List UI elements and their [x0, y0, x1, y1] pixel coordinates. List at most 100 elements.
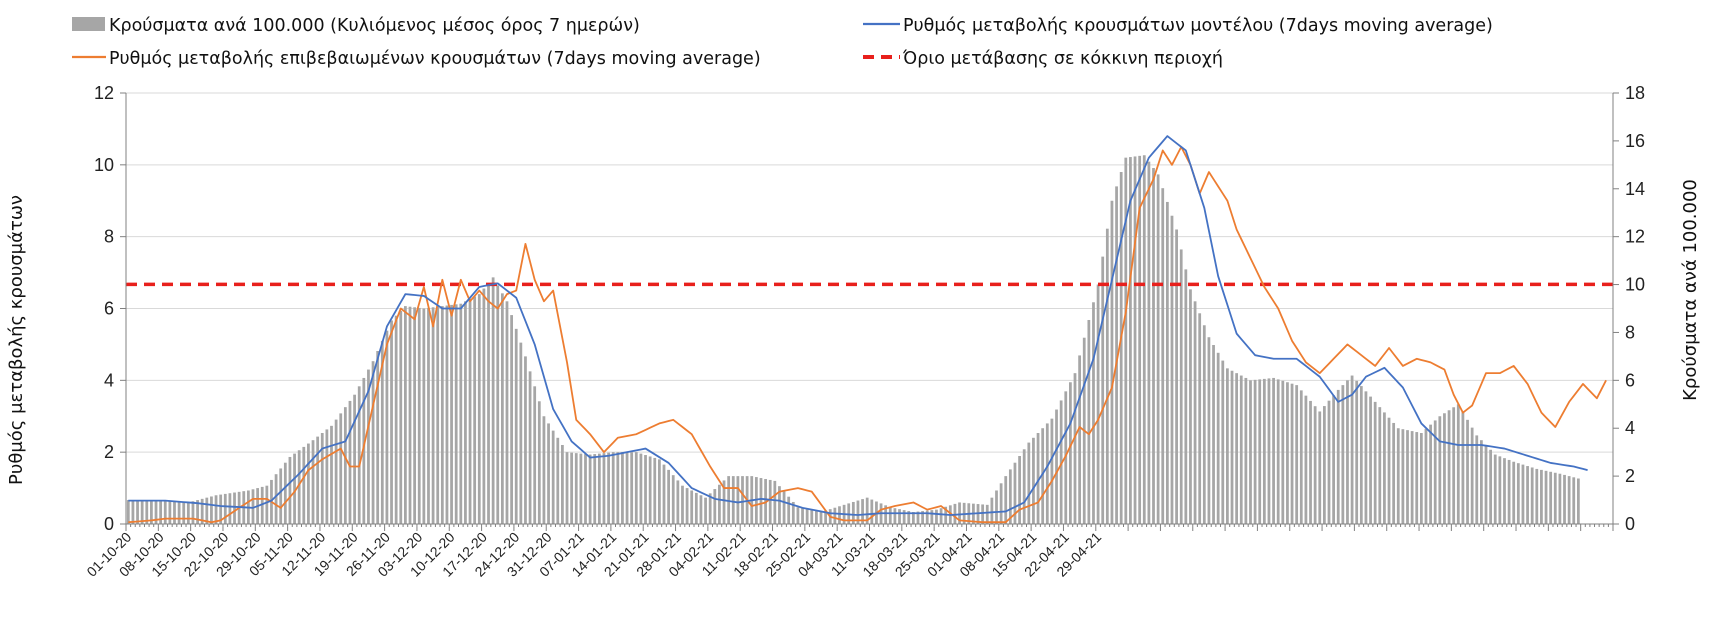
bar [718, 484, 721, 524]
bar [1355, 380, 1359, 524]
bar [1466, 419, 1469, 524]
bar [999, 483, 1003, 524]
bar [1235, 373, 1239, 524]
bar [1152, 168, 1155, 524]
bar [1553, 472, 1557, 524]
bar [1373, 401, 1377, 524]
bar [1304, 395, 1308, 524]
bar [1549, 471, 1553, 524]
bar [690, 490, 694, 524]
bar [1470, 427, 1474, 524]
bar [440, 306, 444, 524]
legend-label-threshold: Όριο μετάβασης σε κόκκινη περιοχή [902, 49, 1223, 69]
legend: Κρούσματα ανά 100.000 (Κυλιόμενος μέσος … [72, 16, 1493, 69]
bar [1045, 423, 1049, 524]
bar [325, 429, 329, 524]
bar [1309, 400, 1312, 524]
bar [1272, 377, 1275, 524]
bar [496, 285, 500, 524]
bar [1359, 386, 1363, 524]
bar [482, 288, 486, 524]
bar [1415, 432, 1419, 524]
bar [505, 301, 509, 524]
bar [1022, 449, 1026, 524]
bar [205, 497, 209, 524]
bar [1410, 431, 1414, 524]
bar [1230, 370, 1234, 524]
right-tick-label: 12 [1625, 227, 1645, 247]
bar [464, 301, 467, 524]
right-tick-label: 4 [1625, 418, 1635, 438]
left-tick-label: 6 [104, 299, 114, 319]
bar [219, 494, 223, 524]
bar [468, 298, 472, 524]
bar [1087, 319, 1091, 524]
bar [233, 492, 236, 524]
bar [334, 419, 338, 524]
bar [1313, 406, 1317, 524]
bar [1249, 380, 1252, 524]
bar [824, 510, 828, 524]
bar [597, 453, 601, 524]
bar [145, 500, 149, 524]
right-axis-ticks: 0 2 4 6 8 10 12 14 16 18 [1613, 83, 1645, 534]
bar [348, 400, 352, 524]
bar [708, 493, 712, 524]
bar [542, 416, 546, 524]
bar [1461, 412, 1465, 524]
bar [362, 377, 366, 524]
line-series [128, 135, 1607, 524]
bar [768, 479, 772, 524]
bar [1207, 337, 1211, 524]
bar [1503, 458, 1506, 524]
bar [357, 386, 361, 524]
bar [404, 306, 407, 524]
bar [1124, 157, 1128, 524]
bar [487, 282, 490, 524]
bar [1392, 422, 1396, 524]
bar [681, 485, 684, 524]
bar [223, 493, 227, 524]
bar [1119, 172, 1123, 524]
bar [1165, 201, 1169, 525]
bar [182, 502, 186, 524]
bar [390, 320, 393, 524]
bar [1133, 156, 1137, 525]
bar [1253, 379, 1257, 524]
bar [168, 501, 172, 524]
bar [1364, 391, 1368, 524]
legend-label-confirmed: Ρυθμός μεταβολής επιβεβαιωμένων κρουσμάτ… [109, 49, 761, 69]
bar [1318, 411, 1322, 524]
bar [902, 510, 906, 524]
bar [1175, 229, 1178, 524]
bar [1327, 400, 1331, 524]
bar [1032, 437, 1035, 524]
bar [1378, 407, 1382, 524]
bar [343, 407, 347, 524]
bar [1041, 428, 1045, 524]
bar [556, 437, 560, 524]
model-line [128, 135, 1588, 516]
bar [1078, 355, 1082, 524]
bar [1480, 440, 1483, 524]
bar [551, 430, 555, 524]
bar [1475, 435, 1479, 524]
bar [1544, 470, 1548, 524]
bar [630, 452, 634, 524]
bar [865, 497, 869, 524]
bar [177, 501, 181, 524]
bar [1073, 373, 1077, 524]
bar [741, 476, 744, 524]
bar [251, 489, 255, 524]
right-tick-label: 8 [1625, 322, 1635, 342]
bar [431, 307, 435, 524]
bar [1369, 396, 1372, 524]
bar [722, 480, 726, 524]
right-tick-label: 14 [1625, 179, 1645, 199]
bar [561, 444, 564, 524]
bar [528, 371, 532, 524]
left-axis-ticks: 0 2 4 6 8 10 12 [94, 83, 126, 534]
bar [1396, 428, 1400, 524]
bar [510, 315, 513, 524]
